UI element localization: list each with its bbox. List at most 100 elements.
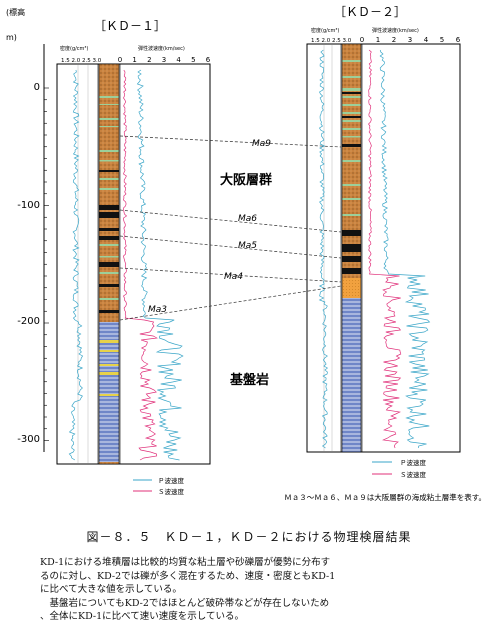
clay-layer — [342, 214, 361, 216]
kd1-legend: Ｐ波速度 Ｓ波速度 — [133, 476, 185, 496]
weathered-layer — [342, 278, 361, 298]
y-tick-0: 0 — [34, 82, 40, 93]
velocity-tick-label: 6 — [206, 56, 211, 64]
velocity-tick-label: 2 — [392, 36, 396, 44]
clay-layer — [342, 112, 361, 114]
velocity-tick-label: 0 — [118, 56, 122, 64]
velocity-tick-label: 2 — [147, 56, 151, 64]
ma3-line — [119, 285, 342, 321]
black-clay-layer — [342, 144, 361, 147]
clay-layer — [342, 96, 361, 98]
black-clay-layer — [342, 92, 361, 94]
y-tick-300: -300 — [17, 434, 40, 445]
clay-layer — [342, 128, 361, 130]
black-clay-layer — [342, 244, 361, 252]
ma5-line — [119, 235, 342, 259]
kd2-s-wave-curve — [367, 49, 402, 449]
clay-layer — [342, 136, 361, 138]
kd2-title: ［ＫＤ－２］ — [334, 5, 406, 19]
black-clay-layer — [99, 262, 119, 267]
clay-layer — [342, 198, 361, 200]
basement-label: 基盤岩 — [229, 372, 269, 388]
velocity-tick-label: 0 — [360, 36, 364, 44]
black-clay-layer — [342, 230, 361, 236]
clay-layer — [99, 298, 119, 300]
kd2-lithology-column — [341, 43, 362, 453]
clay-layer — [99, 160, 119, 162]
kd1-s-wave-curve — [123, 69, 158, 461]
clay-layer — [342, 104, 361, 106]
kd1-velocity-label: 弾性波速度(km/sec) — [138, 45, 185, 52]
y-axis-unit: m) — [6, 33, 17, 42]
clay-layer — [99, 188, 119, 190]
kd2-legend-s: Ｓ波速度 — [400, 470, 427, 479]
kd1-density-label: 密度(g/cm³) — [60, 45, 88, 52]
kd1-density-ticks: 1.5 2.0 2.5 3.0 — [61, 58, 102, 64]
ma3-label: Ma3 — [148, 305, 167, 315]
fracture-zone — [99, 364, 119, 366]
clay-layer — [99, 178, 119, 180]
ma5-label: Ma5 — [238, 241, 257, 251]
velocity-tick-label: 1 — [376, 36, 380, 44]
well-log-figure: (標高 m) 0 -100 -200 -300 ［ＫＤ－１］ 密度(g/cm³)… — [6, 5, 486, 502]
ma4-label: Ma4 — [224, 272, 243, 282]
y-tick-200: -200 — [17, 316, 40, 327]
kd2-panel: ［ＫＤ－２］ 密度(g/cm³) 弾性波速度(km/sec) 1.5 2.0 2… — [306, 5, 461, 479]
black-clay-layer — [99, 310, 119, 313]
fracture-zone — [99, 340, 119, 343]
velocity-tick-label: 5 — [191, 56, 195, 64]
fracture-zone — [99, 372, 119, 375]
fracture-zone — [99, 394, 119, 396]
black-clay-layer — [342, 256, 361, 262]
velocity-tick-label: 3 — [162, 56, 166, 64]
kd1-legend-p: Ｐ波速度 — [158, 476, 185, 485]
velocity-tick-label: 1 — [132, 56, 136, 64]
basement-layer — [99, 322, 119, 462]
clay-layer — [99, 126, 119, 127]
kd2-velocity-label: 弾性波速度(km/sec) — [372, 27, 419, 34]
clay-layer — [342, 120, 361, 122]
kd2-legend: Ｐ波速度 Ｓ波速度 — [372, 458, 427, 479]
figure-description: KD-1における堆積層は比較的均質な粘土層や砂礫層が優勢に分布す るのに対し、K… — [40, 556, 480, 624]
clay-layer — [99, 104, 119, 105]
ma4-line — [119, 267, 342, 283]
ma6-line — [119, 209, 342, 233]
kd2-legend-p: Ｐ波速度 — [400, 458, 427, 467]
clay-layer — [99, 244, 119, 246]
footnote: Ｍａ３～Ｍａ６、Ｍａ９は大阪層群の海成粘土層準を表す。 — [284, 492, 486, 502]
clay-layer — [99, 256, 119, 258]
black-clay-layer — [342, 116, 361, 118]
clay-layer — [99, 118, 119, 120]
y-axis: 0 -100 -200 -300 — [17, 44, 49, 452]
velocity-tick-label: 6 — [456, 36, 461, 44]
kd1-title: ［ＫＤ－１］ — [94, 19, 166, 33]
black-clay-layer — [342, 268, 361, 274]
clay-layer — [342, 160, 361, 162]
ma9-label: Ma9 — [252, 139, 271, 149]
basement-layer — [342, 298, 361, 452]
clay-layer — [99, 150, 119, 152]
y-axis-label: (標高 — [6, 7, 25, 17]
description-line: 、全体にKD-1に比べて速い速度を示している。 — [40, 611, 244, 622]
black-clay-layer — [99, 284, 119, 287]
description-line: るのに対し、KD-2では礫が多く混在するため、速度・密度ともKD-1 — [40, 570, 336, 582]
description-line: に比べて大きな値を示している。 — [40, 584, 182, 595]
kd2-frame — [306, 43, 461, 453]
fracture-zone — [99, 350, 119, 352]
clay-layer — [342, 184, 361, 186]
kd2-density-ticks: 1.5 2.0 2.5 3.0 — [311, 38, 352, 44]
kd1-p-wave-curve — [136, 69, 184, 461]
kd1-panel: ［ＫＤ－１］ 密度(g/cm³) 弾性波速度(km/sec) 1.5 2.0 2… — [56, 19, 211, 496]
y-tick-100: -100 — [17, 200, 40, 211]
black-clay-layer — [99, 170, 119, 172]
velocity-tick-label: 3 — [408, 36, 412, 44]
kd1-frame — [56, 63, 211, 465]
velocity-tick-label: 4 — [424, 36, 429, 44]
ma6-label: Ma6 — [238, 214, 257, 224]
clay-layer — [99, 96, 119, 98]
clay-layer — [342, 76, 361, 78]
black-clay-layer — [99, 228, 119, 231]
clay-layer — [99, 272, 119, 274]
clay-layer — [342, 88, 361, 91]
kd1-legend-s: Ｓ波速度 — [158, 487, 185, 496]
